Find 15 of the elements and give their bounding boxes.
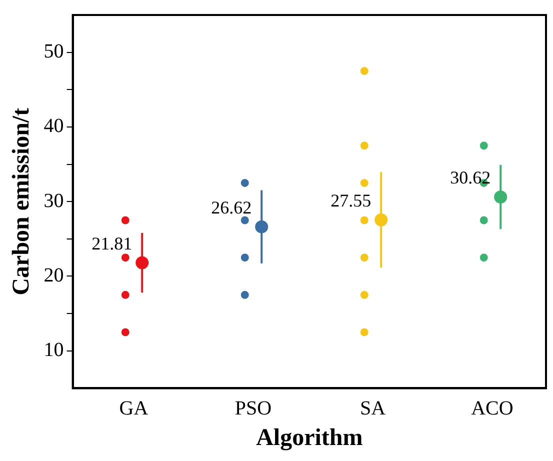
x-axis-title: Algorithm (256, 424, 363, 451)
y-axis-title: Carbon emission/t (8, 108, 35, 296)
data-label: 27.55 (330, 190, 372, 211)
y-tick-label: 30 (44, 190, 64, 212)
x-tick-label: SA (360, 397, 386, 420)
x-tick-label: ACO (471, 397, 514, 420)
data-label: 30.62 (450, 168, 491, 188)
y-tick-label: 40 (44, 115, 64, 138)
data-label: 26.62 (211, 198, 252, 218)
x-tick-label: GA (119, 397, 149, 420)
y-tick-label: 20 (44, 264, 64, 286)
data-label: 21.81 (92, 233, 132, 254)
x-tick-label: PSO (234, 397, 272, 420)
y-tick-label: 50 (44, 40, 64, 63)
y-tick-label: 10 (44, 339, 64, 362)
